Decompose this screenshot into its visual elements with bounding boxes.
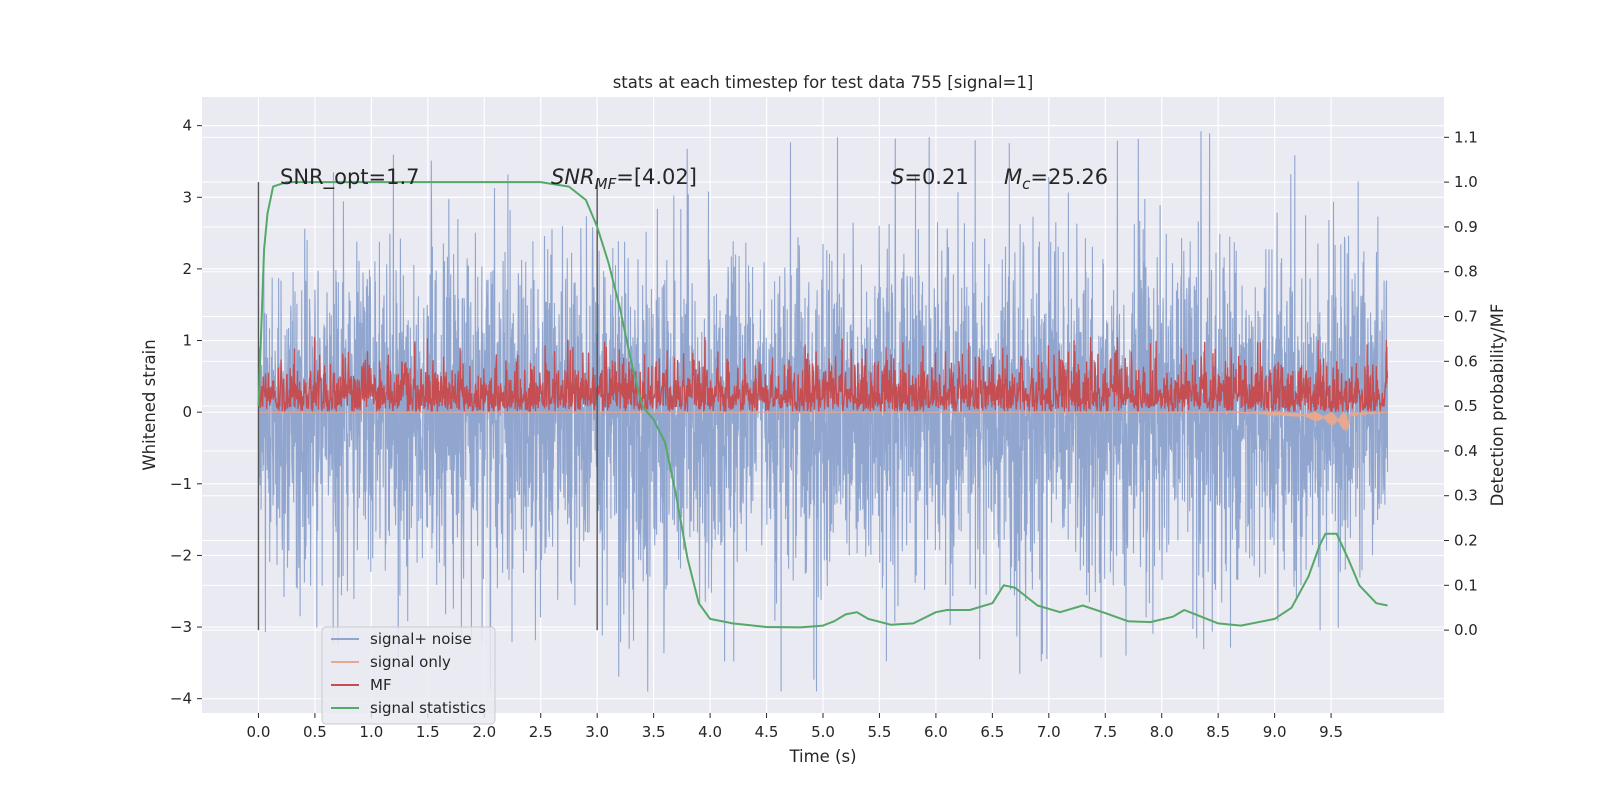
y-tick-label: −3 xyxy=(170,618,192,636)
x-tick-label: 6.5 xyxy=(980,723,1004,741)
x-tick-label: 1.0 xyxy=(359,723,383,741)
legend-label-mf: MF xyxy=(370,676,392,694)
legend-label-signal-only: signal only xyxy=(370,653,451,671)
x-tick-label: 1.5 xyxy=(416,723,440,741)
y2-tick-label: 0.1 xyxy=(1454,576,1478,594)
x-tick-label: 9.0 xyxy=(1263,723,1287,741)
series-signal-statistics xyxy=(257,181,1388,629)
snr-mf-subscript: MF xyxy=(595,175,617,193)
y-tick-label: −2 xyxy=(170,546,192,564)
x-tick-label: 3.0 xyxy=(585,723,609,741)
mc-subscript: c xyxy=(1022,175,1031,193)
y2-axis-label: Detection probability/MF xyxy=(1488,304,1507,507)
x-tick-label: 0.5 xyxy=(303,723,327,741)
legend-label-signal-statistics: signal statistics xyxy=(370,699,486,717)
y2-tick-label: 0.5 xyxy=(1454,397,1478,415)
snr-opt-annotation: SNR_opt=1.7 xyxy=(280,165,420,190)
y-tick-label: 1 xyxy=(182,332,192,350)
mf-line xyxy=(257,336,1389,413)
y-tick-label: −1 xyxy=(170,475,192,493)
series-signal-noise xyxy=(257,131,1389,692)
x-axis-label: Time (s) xyxy=(788,747,856,766)
signal-statistics-line xyxy=(257,181,1388,629)
y-tick-label: 0 xyxy=(182,403,192,421)
y2-tick-label: 0.8 xyxy=(1454,263,1478,281)
x-tick-label: 7.5 xyxy=(1093,723,1117,741)
axis-ticks: 0.0 0.5 1.0 1.5 2.0 2.5 3.0 3.5 4.0 4.5 5.0 5.5 6.0 6… xyxy=(170,117,1478,741)
x-tick-label: 3.5 xyxy=(642,723,666,741)
signal-noise-line xyxy=(257,131,1389,692)
y2-tick-label: 0.7 xyxy=(1454,308,1478,326)
x-tick-label: 4.5 xyxy=(755,723,779,741)
mc-label: M xyxy=(1004,165,1022,189)
s-value: =0.21 xyxy=(904,165,968,189)
x-tick-label: 7.0 xyxy=(1037,723,1061,741)
x-tick-label: 0.0 xyxy=(247,723,271,741)
y2-tick-label: 0.6 xyxy=(1454,352,1478,370)
y-tick-label: 2 xyxy=(182,260,192,278)
y2-tick-label: 0.2 xyxy=(1454,532,1478,550)
s-annotation: S=0.21 xyxy=(891,165,969,189)
y2-tick-label: 0.0 xyxy=(1454,621,1478,639)
y-tick-label: 3 xyxy=(182,188,192,206)
y2-tick-label: 0.9 xyxy=(1454,218,1478,236)
legend: signal+ noise signal only MF signal stat… xyxy=(321,626,496,725)
x-tick-label: 2.0 xyxy=(472,723,496,741)
vertical-markers xyxy=(257,182,598,631)
x-tick-label: 5.5 xyxy=(868,723,892,741)
y2-tick-label: 0.4 xyxy=(1454,442,1478,460)
y2-tick-label: 1.0 xyxy=(1454,173,1478,191)
snr-mf-label: SNR xyxy=(551,165,595,189)
legend-box xyxy=(321,626,496,725)
legend-label-signal-noise: signal+ noise xyxy=(370,630,472,648)
chart-title: stats at each timestep for test data 755… xyxy=(613,73,1034,92)
s-label: S xyxy=(891,165,904,189)
snr-mf-value: =[4.02] xyxy=(616,165,697,189)
x-tick-label: 4.0 xyxy=(698,723,722,741)
mc-annotation: Mc=25.26 xyxy=(1004,165,1108,193)
snr-mf-annotation: SNRMF=[4.02] xyxy=(551,165,697,193)
series-mf xyxy=(257,336,1389,413)
y2-tick-label: 0.3 xyxy=(1454,487,1478,505)
y-tick-label: −4 xyxy=(170,690,192,708)
y2-tick-label: 1.1 xyxy=(1454,128,1478,146)
mc-value: =25.26 xyxy=(1030,165,1108,189)
signal-only-line xyxy=(258,409,1388,432)
y-axis-label: Whitened strain xyxy=(140,339,159,470)
y-tick-label: 4 xyxy=(182,117,192,135)
x-tick-label: 2.5 xyxy=(529,723,553,741)
x-tick-label: 8.5 xyxy=(1206,723,1230,741)
x-tick-label: 8.0 xyxy=(1150,723,1174,741)
series-signal-only xyxy=(258,409,1388,432)
x-tick-label: 9.5 xyxy=(1319,723,1343,741)
x-tick-label: 5.0 xyxy=(811,723,835,741)
x-tick-label: 6.0 xyxy=(924,723,948,741)
